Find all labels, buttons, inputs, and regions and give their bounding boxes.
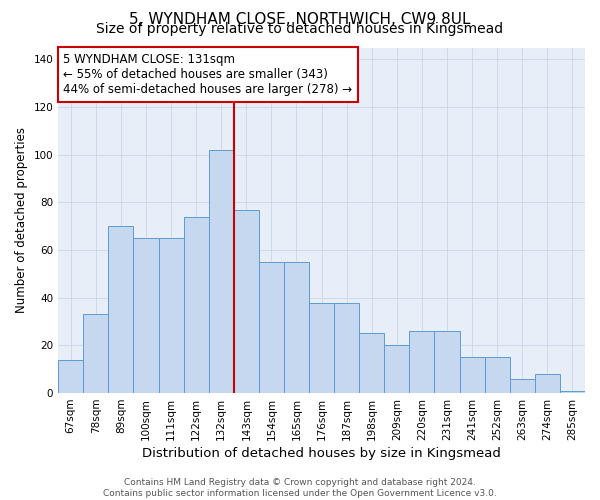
X-axis label: Distribution of detached houses by size in Kingsmead: Distribution of detached houses by size …: [142, 447, 501, 460]
Bar: [158, 238, 184, 393]
Text: Contains HM Land Registry data © Crown copyright and database right 2024.
Contai: Contains HM Land Registry data © Crown c…: [103, 478, 497, 498]
Text: 5 WYNDHAM CLOSE: 131sqm
← 55% of detached houses are smaller (343)
44% of semi-d: 5 WYNDHAM CLOSE: 131sqm ← 55% of detache…: [64, 52, 353, 96]
Bar: [535, 374, 560, 393]
Text: Size of property relative to detached houses in Kingsmead: Size of property relative to detached ho…: [97, 22, 503, 36]
Text: 5, WYNDHAM CLOSE, NORTHWICH, CW9 8UL: 5, WYNDHAM CLOSE, NORTHWICH, CW9 8UL: [129, 12, 471, 28]
Bar: [434, 331, 460, 393]
Bar: [109, 226, 133, 393]
Y-axis label: Number of detached properties: Number of detached properties: [15, 128, 28, 314]
Bar: [58, 360, 83, 393]
Bar: [133, 238, 158, 393]
Bar: [359, 334, 385, 393]
Bar: [485, 358, 510, 393]
Bar: [234, 210, 259, 393]
Bar: [334, 302, 359, 393]
Bar: [259, 262, 284, 393]
Bar: [209, 150, 234, 393]
Bar: [184, 216, 209, 393]
Bar: [460, 358, 485, 393]
Bar: [83, 314, 109, 393]
Bar: [309, 302, 334, 393]
Bar: [385, 346, 409, 393]
Bar: [510, 379, 535, 393]
Bar: [560, 390, 585, 393]
Bar: [284, 262, 309, 393]
Bar: [409, 331, 434, 393]
